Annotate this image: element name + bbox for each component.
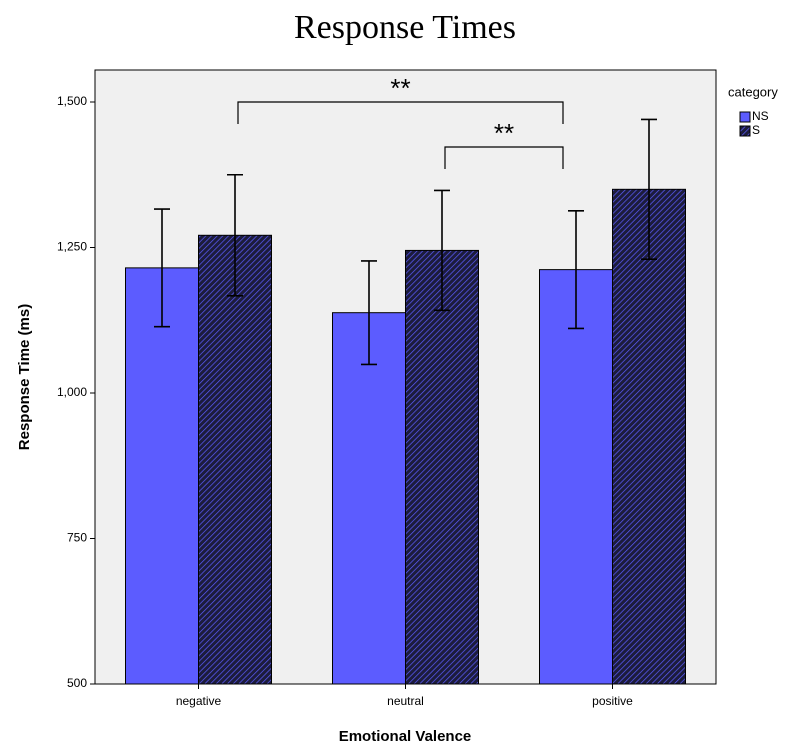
bar	[539, 269, 613, 685]
y-tick-label: 750	[67, 531, 87, 545]
bar	[125, 267, 199, 685]
error-bar	[641, 118, 657, 260]
error-bar	[154, 208, 170, 328]
x-tick-label: negative	[176, 694, 222, 708]
y-tick-label: 1,500	[57, 94, 87, 108]
y-tick-label: 1,250	[57, 240, 87, 254]
annotation: **	[494, 118, 514, 148]
legend-label: NS	[752, 109, 769, 123]
error-bar	[568, 210, 584, 330]
error-bar	[361, 260, 377, 366]
bar	[405, 249, 479, 685]
chart-title: Response Times	[294, 9, 516, 46]
error-bar	[227, 173, 243, 297]
y-axis-label: Response Time (ms)	[16, 304, 33, 450]
significance-bracket	[237, 101, 564, 124]
bar	[332, 312, 406, 685]
error-bar	[434, 189, 450, 312]
significance-bracket	[444, 146, 564, 169]
x-axis-label: Emotional Valence	[339, 728, 472, 745]
x-tick-label: positive	[592, 694, 633, 708]
y-tick-label: 500	[67, 676, 87, 690]
bar	[612, 188, 686, 685]
bar	[198, 234, 272, 685]
legend-swatch	[739, 125, 751, 137]
annotation: **	[390, 73, 410, 103]
legend-swatch	[739, 111, 751, 123]
y-tick-label: 1,000	[57, 385, 87, 399]
legend-label: S	[752, 123, 760, 137]
x-tick-label: neutral	[387, 694, 424, 708]
legend-title: category	[728, 84, 778, 99]
